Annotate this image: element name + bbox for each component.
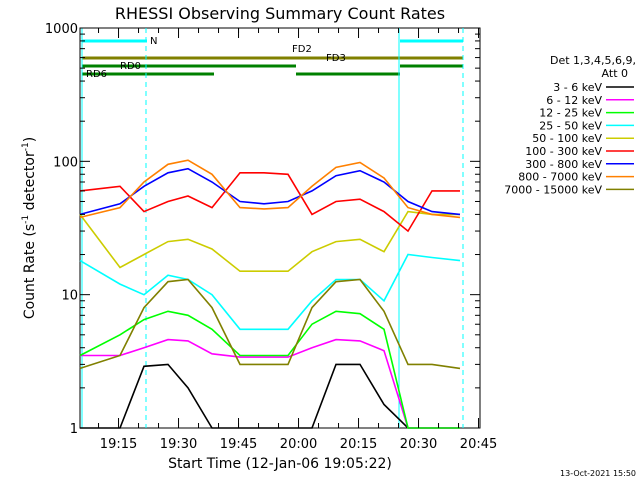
y-tick-label-1: 10 [61,289,78,304]
x-axis-label: Start Time (12-Jan-06 19:05:22) [168,456,392,472]
y-tick-label-2: 100 [53,155,78,170]
series-line-1 [80,338,460,429]
x-tick-label-4: 20:15 [340,437,377,452]
flag-label-fd3: FD3 [326,53,346,64]
legend-label-2: 12 - 25 keV [539,107,602,120]
legend-label-0: 3 - 6 keV [553,81,602,94]
x-tick-label-0: 19:15 [100,437,137,452]
y-tick-label-0: 1 [70,422,78,437]
legend-header-1: Det 1,3,4,5,6,9, [550,54,636,67]
x-tick-label-6: 20:45 [460,437,497,452]
series-line-0 [80,363,460,429]
footer-timestamp: 13-Oct-2021 15:50 [560,469,636,478]
flag-label-n: N [150,36,157,47]
series-line-7 [79,159,461,219]
y-axis-label-main: Count Rate (s [22,224,38,319]
axis-ticks: 1 10 100 1000 19:15 19:30 19:45 20:00 20:15 20:30… [45,22,497,452]
chart-title: RHESSI Observing Summary Count Rates [115,4,445,23]
series-line-2 [79,310,460,429]
flag-label-rd0: RD0 [120,61,141,72]
flag-label-fd2: FD2 [292,44,312,55]
legend-label-3: 25 - 50 keV [539,119,602,132]
legend-label-5: 100 - 300 keV [525,145,602,158]
legend-label-6: 300 - 800 keV [525,158,602,171]
y-axis-label-sup2: -1 [21,142,31,151]
y-axis-label-mid: detector [22,151,38,215]
legend-header-2: Att 0 [602,67,628,80]
y-axis-label-sup1: -1 [21,215,31,224]
series-line-5 [79,172,460,233]
legend-label-7: 800 - 7000 keV [518,171,602,184]
legend-label-8: 7000 - 15000 keV [504,183,602,196]
series-line-3 [79,253,461,331]
x-tick-label-2: 19:45 [220,437,257,452]
legend-label-4: 50 - 100 keV [532,132,602,145]
series-line-8 [79,278,461,370]
series-line-4 [79,210,460,273]
x-tick-label-5: 20:30 [400,437,437,452]
y-axis-label: Count Rate (s-1 detector-1) [21,137,38,319]
series-layer [79,159,461,429]
y-axis-label-end: ) [22,137,38,142]
y-tick-label-3: 1000 [45,22,78,37]
legend-label-1: 6 - 12 keV [546,94,602,107]
x-tick-label-3: 20:00 [280,437,317,452]
x-tick-label-1: 19:30 [160,437,197,452]
flag-label-rd6: RD6 [86,69,107,80]
